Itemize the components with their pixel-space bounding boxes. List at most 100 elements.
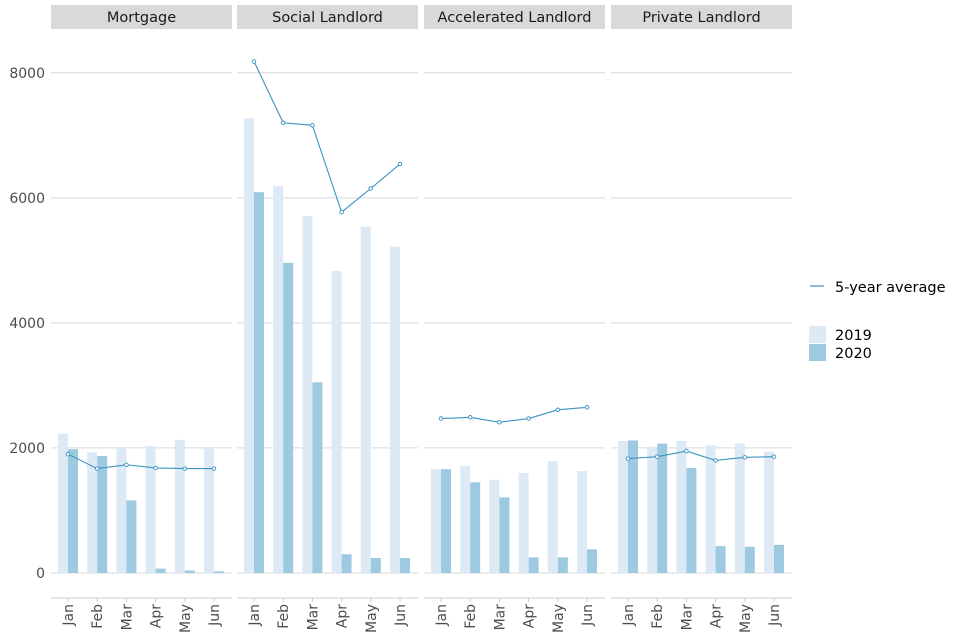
bar-2020: [155, 568, 166, 573]
legend-key-2020: [809, 344, 826, 361]
bar-2019: [58, 433, 68, 573]
five-year-average-point: [368, 186, 374, 191]
bar-2019: [547, 461, 558, 573]
five-year-average-point: [251, 59, 257, 64]
bar-2019: [705, 445, 716, 573]
bar-2020: [499, 497, 510, 573]
bar-2019: [87, 452, 98, 573]
five-year-average-point: [94, 466, 100, 471]
bar-2019: [273, 185, 284, 573]
five-year-average-line: [440, 406, 588, 423]
x-tick-label: Jun: [767, 604, 783, 627]
y-tick-label: 8000: [9, 66, 45, 82]
legend-label-5-year-average: 5-year average: [835, 280, 946, 296]
facet-panel-2: Accelerated Landlord Jan Feb Mar Apr May Jun: [424, 5, 605, 633]
bar-2020: [68, 449, 78, 573]
bar-2019: [302, 215, 313, 573]
facet-panel-1: Social Landlord Jan Feb Mar Apr May Jun: [237, 5, 418, 633]
bar-2019: [618, 441, 628, 573]
bar-2020: [254, 192, 264, 573]
bar-2019: [734, 443, 745, 573]
x-tick-label: Mar: [679, 604, 695, 631]
bar-2020: [657, 443, 668, 573]
facet-strip: [237, 5, 418, 29]
five-year-average-point: [211, 466, 217, 471]
x-tick-label: May: [178, 604, 194, 633]
five-year-average-point: [124, 462, 129, 468]
bar-2019: [577, 471, 587, 573]
bar-2020: [312, 382, 323, 573]
bar-2019: [116, 448, 127, 573]
bar-2019: [647, 446, 658, 573]
x-tick-label: Feb: [650, 604, 666, 629]
bar-2019: [145, 446, 156, 573]
five-year-average-point: [339, 209, 344, 215]
x-tick-label: Apr: [335, 604, 351, 628]
five-year-average-point: [280, 120, 286, 126]
bar-2020: [126, 500, 137, 573]
bar-2020: [184, 570, 195, 573]
facet-strip: [51, 5, 232, 29]
five-year-average-point: [153, 465, 158, 471]
bar-2019: [431, 469, 441, 573]
five-year-average-point: [625, 456, 631, 461]
bar-2020: [441, 469, 451, 573]
bar-2019: [331, 270, 342, 573]
y-tick-label: 4000: [9, 316, 45, 332]
bar-2020: [686, 467, 697, 573]
x-tick-label: May: [738, 604, 754, 633]
x-tick-label: Feb: [90, 604, 106, 629]
five-year-average-point: [497, 420, 502, 425]
bar-2020: [214, 571, 224, 573]
five-year-average-point: [467, 415, 473, 420]
bar-2020: [744, 546, 755, 573]
y-tick-label: 2000: [9, 441, 45, 457]
x-tick-label: Jan: [247, 604, 263, 627]
x-tick-label: Jan: [434, 604, 450, 627]
five-year-average-line: [67, 453, 214, 470]
x-tick-label: Apr: [522, 604, 538, 628]
five-year-average-point: [526, 416, 531, 421]
five-year-average-point: [713, 458, 718, 463]
bar-2020: [587, 549, 597, 573]
facet-panel-0: Mortgage Jan Feb Mar Apr May Jun: [51, 5, 232, 633]
bar-2019: [518, 472, 529, 573]
facet-title: Social Landlord: [272, 10, 383, 26]
five-year-average-point: [438, 416, 444, 421]
bar-2020: [370, 557, 381, 573]
facet-title: Mortgage: [107, 10, 176, 26]
y-tick-label: 0: [36, 566, 45, 582]
facet-panel-3: Private Landlord Jan Feb Mar Apr May Jun: [611, 5, 792, 633]
bar-2019: [204, 447, 214, 573]
x-tick-label: Mar: [492, 604, 508, 631]
bar-2020: [283, 262, 294, 573]
bar-2020: [400, 557, 410, 573]
x-tick-label: May: [364, 604, 380, 633]
bar-2019: [360, 226, 371, 573]
x-tick-label: Jan: [61, 604, 77, 627]
x-tick-label: Jun: [393, 604, 409, 627]
bar-2020: [628, 440, 638, 573]
bar-2020: [341, 554, 352, 573]
bar-2019: [390, 246, 400, 573]
legend-label-2019: 2019: [835, 328, 872, 344]
five-year-average-line: [253, 61, 401, 214]
bar-2019: [460, 466, 471, 573]
facet-strip: [611, 5, 792, 29]
facet-title: Accelerated Landlord: [438, 10, 592, 26]
five-year-average-point: [397, 161, 403, 167]
legend: 5-year average 2019 2020: [809, 280, 946, 362]
x-tick-label: May: [551, 604, 567, 633]
x-tick-label: Mar: [119, 604, 135, 631]
bar-2019: [174, 439, 185, 573]
five-year-average-point: [65, 451, 71, 457]
bar-2020: [97, 456, 108, 573]
facet-strip: [424, 5, 605, 29]
bar-2020: [470, 482, 481, 573]
x-tick-label: Feb: [276, 604, 292, 629]
five-year-average-point: [584, 405, 590, 410]
bar-2020: [557, 557, 568, 573]
x-tick-label: Apr: [149, 604, 165, 628]
bar-2019: [676, 441, 687, 573]
x-tick-label: Jan: [621, 604, 637, 627]
